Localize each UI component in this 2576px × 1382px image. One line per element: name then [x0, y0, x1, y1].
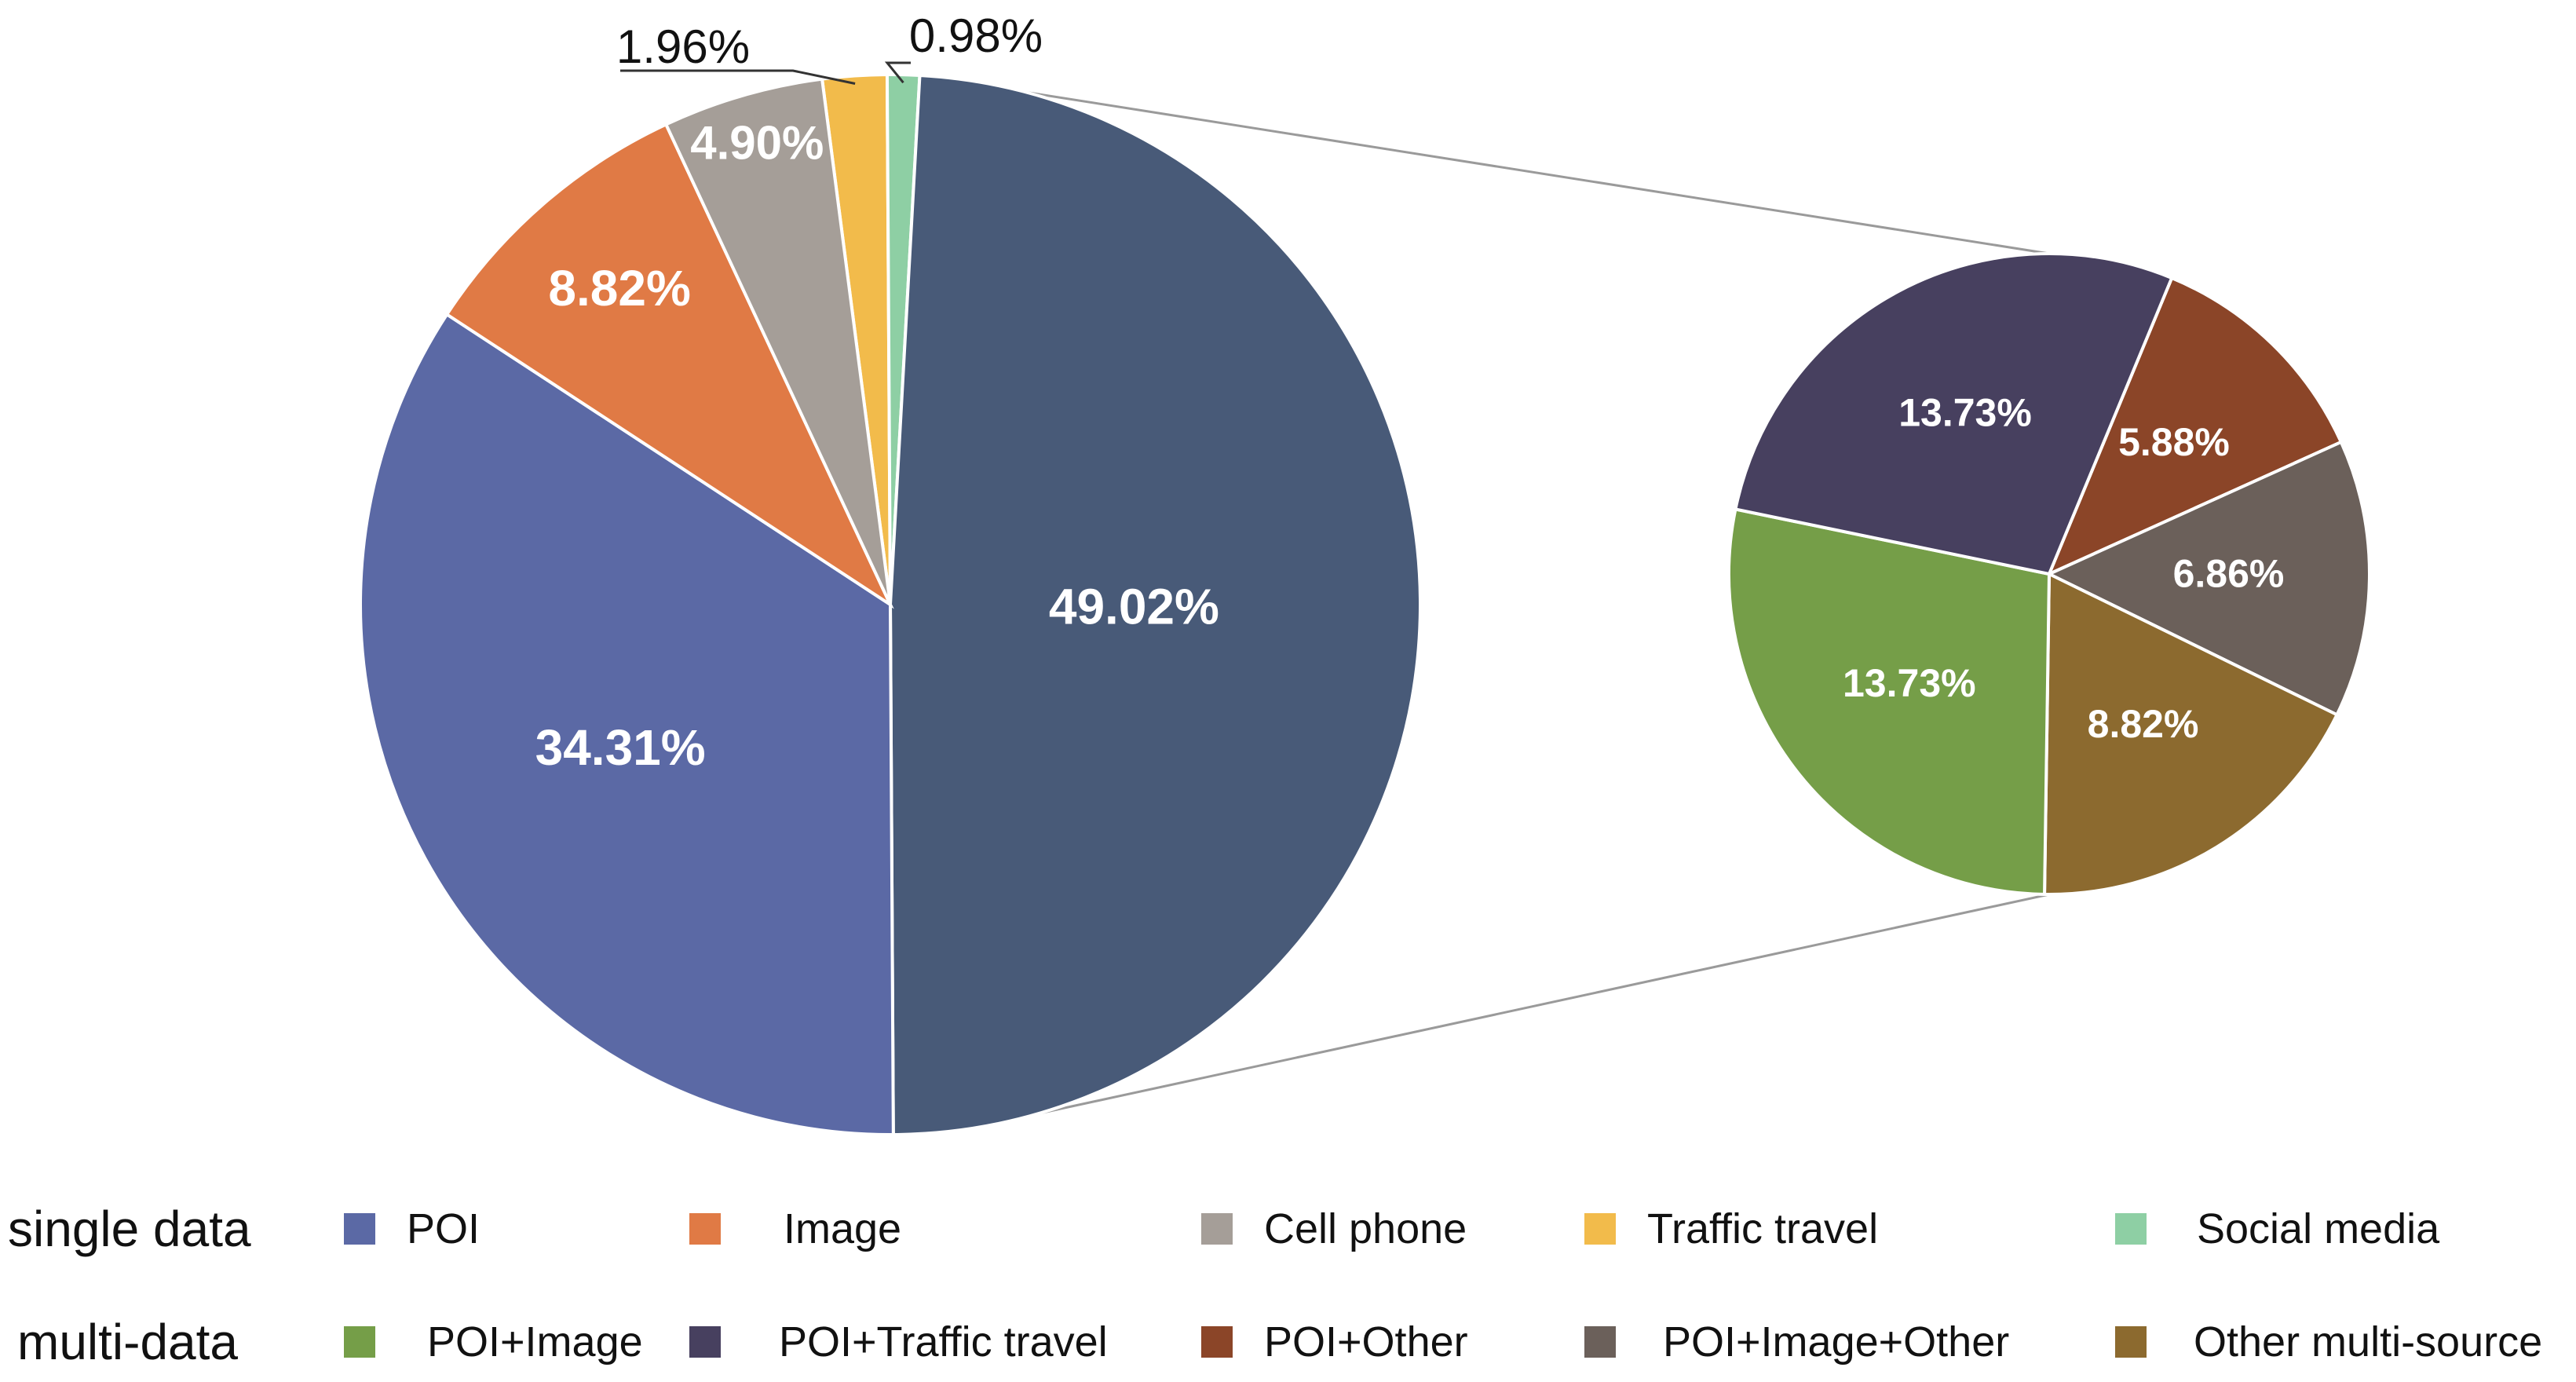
data-label-traffic-travel: 1.96%	[616, 20, 750, 73]
slice-multi-source-data	[888, 73, 1422, 1137]
slice-poi-traffic-travel	[1734, 252, 2174, 576]
data-label-social-media: 0.98%	[909, 9, 1043, 62]
data-label-poi: 34.31%	[535, 719, 706, 776]
leader-line-social-media	[884, 61, 911, 84]
legend-label: POI+Traffic travel	[779, 1318, 1108, 1366]
data-label-poi-image-other: 6.86%	[2173, 552, 2285, 596]
legend-label: Other multi-source	[2194, 1318, 2543, 1366]
legend-item-poi-image-other: POI+Image+Other	[1584, 1307, 2009, 1377]
slice-poi-image	[1726, 507, 2052, 896]
data-label-poi-other: 5.88%	[2118, 420, 2230, 464]
legend-item-poi: POI	[344, 1194, 480, 1264]
legend-label: Traffic travel	[1647, 1205, 1879, 1252]
legend-item-poi-image: POI+Image	[344, 1307, 643, 1377]
legend-item-traffic-travel: Traffic travel	[1584, 1194, 1878, 1264]
slice-other-multi-source	[2043, 571, 2340, 896]
legend-swatch	[1201, 1326, 1233, 1358]
legend-label: Social media	[2197, 1205, 2440, 1252]
connector-line-bottom	[966, 893, 2050, 1131]
legend-swatch	[344, 1213, 375, 1245]
legend-title-multi: multi-data	[17, 1314, 238, 1370]
data-label-cell-phone: 4.90%	[690, 117, 824, 170]
slice-image	[444, 122, 894, 609]
legend-label: POI+Other	[1264, 1318, 1468, 1366]
legend-item-image: Image	[689, 1194, 901, 1264]
legend-item-poi-traffic-travel: POI+Traffic travel	[689, 1307, 1108, 1377]
legend-label: Image	[784, 1205, 902, 1252]
legend-swatch	[1201, 1213, 1233, 1245]
legend-swatch	[2115, 1326, 2147, 1358]
legend-label: POI+Image	[427, 1318, 643, 1366]
legend-item-poi-other: POI+Other	[1201, 1307, 1468, 1377]
legend-row-multi: multi-data POI+Image POI+Traffic travel …	[0, 1307, 2576, 1377]
data-label-poi-image: 13.73%	[1843, 661, 1976, 705]
legend-row-single: single data POI Image Cell phone Traffic…	[0, 1194, 2576, 1264]
legend-label: POI+Image+Other	[1663, 1318, 2010, 1366]
legend-title-single: single data	[8, 1201, 251, 1257]
legend-swatch	[2115, 1213, 2147, 1245]
legend-item-social-media: Social media	[2115, 1194, 2439, 1264]
legend-item-other-multi-source: Other multi-source	[2115, 1307, 2542, 1377]
main-pie	[359, 73, 1422, 1137]
data-label-multi-source-data: 49.02%	[1049, 579, 1219, 635]
legend-swatch	[689, 1213, 721, 1245]
slice-cell-phone	[663, 77, 892, 605]
leader-line-traffic-travel	[620, 69, 856, 85]
sub-pie	[1726, 252, 2371, 896]
legend-swatch	[344, 1326, 375, 1358]
connector-line-top	[919, 74, 2050, 255]
slice-poi-image-other	[2045, 440, 2371, 717]
connector-lines	[919, 74, 2050, 1131]
slice-poi-other	[2046, 276, 2344, 577]
legend-swatch	[1584, 1213, 1616, 1245]
data-label-image: 8.82%	[548, 260, 690, 316]
legend-swatch	[1584, 1326, 1616, 1358]
data-label-poi-traffic-travel: 13.73%	[1898, 390, 2032, 434]
data-label-other-multi-source: 8.82%	[2088, 702, 2199, 746]
data-labels: 1.96% 0.98% 49.02% 34.31% 8.82% 4.90% 5.88% 6.8…	[535, 9, 2285, 776]
legend-label: POI	[407, 1205, 480, 1252]
legend-swatch	[689, 1326, 721, 1358]
legend-label: Cell phone	[1264, 1205, 1467, 1252]
legend-item-cell-phone: Cell phone	[1201, 1194, 1467, 1264]
